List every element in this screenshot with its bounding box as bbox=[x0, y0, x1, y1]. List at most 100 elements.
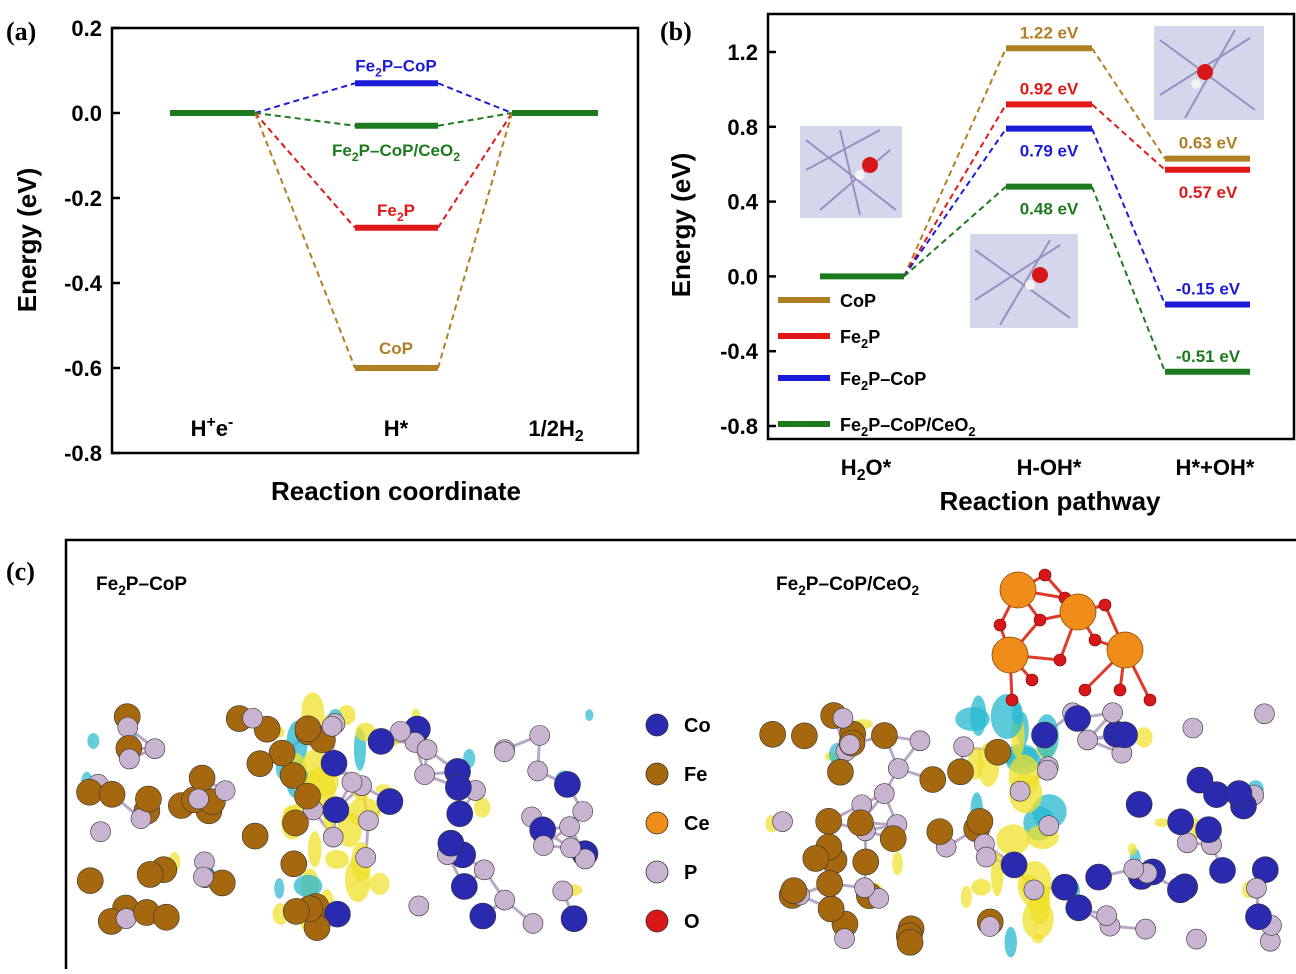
legend-label: Fe2​P bbox=[840, 327, 880, 351]
atom-p bbox=[1010, 781, 1030, 801]
atom-fe bbox=[283, 810, 309, 836]
atom-o bbox=[1026, 674, 1038, 686]
atom-co bbox=[1226, 781, 1252, 807]
panel-a-categories: H+​e-​H*1/2H2​ bbox=[191, 414, 584, 445]
category-label: H-OH* bbox=[1017, 455, 1082, 480]
charge-density-blob bbox=[370, 873, 390, 895]
connector-line bbox=[255, 83, 355, 113]
atom-p bbox=[215, 781, 235, 801]
atom-p bbox=[1039, 816, 1059, 836]
atom-o bbox=[1099, 599, 1111, 611]
atom-co bbox=[438, 830, 464, 856]
atom-p bbox=[523, 913, 543, 933]
legend-atom-label: Ce bbox=[684, 813, 710, 835]
atom-fe bbox=[781, 878, 807, 904]
atom-o bbox=[1006, 694, 1018, 706]
atom-fe bbox=[247, 751, 273, 777]
series-label: Fe2​P–CoP/CeO2​ bbox=[332, 141, 460, 164]
series-label: CoP bbox=[379, 339, 413, 358]
charge-density-blob bbox=[325, 850, 349, 869]
atom-ce bbox=[992, 637, 1028, 673]
atom-co bbox=[321, 750, 347, 776]
atom-o bbox=[1079, 684, 1091, 696]
panel-b-tag: (b) bbox=[660, 17, 692, 46]
atom-fe bbox=[985, 739, 1011, 765]
atom-p bbox=[342, 772, 362, 792]
atom-fe bbox=[880, 826, 906, 852]
atom-o bbox=[994, 619, 1006, 631]
atom-fe bbox=[281, 851, 307, 877]
charge-density-blob bbox=[970, 695, 986, 736]
panel-c-tag: (c) bbox=[6, 557, 35, 586]
atom-fe bbox=[791, 723, 817, 749]
atom-fe bbox=[295, 783, 321, 809]
legend-atom-p bbox=[646, 861, 668, 883]
legend-atom-fe bbox=[646, 763, 668, 785]
atom-p bbox=[980, 917, 1000, 937]
legend-atom-label: O bbox=[684, 911, 700, 933]
charge-density-blob bbox=[892, 852, 903, 876]
atom-co bbox=[1187, 767, 1213, 793]
y-tick-label: -0.8 bbox=[720, 414, 758, 439]
y-tick-label: -0.4 bbox=[64, 271, 103, 296]
atom-p bbox=[835, 929, 855, 949]
structure-fe2p-cop bbox=[77, 692, 598, 940]
charge-density-blob bbox=[971, 879, 991, 896]
atom-p bbox=[409, 896, 429, 916]
data-label: 0.48 eV bbox=[1020, 200, 1079, 219]
legend-atom-o bbox=[646, 910, 668, 932]
panel-b: (b) 1.20.80.40.0-0.4-0.8 1.22 eV0.63 eV0… bbox=[660, 14, 1294, 516]
charge-density-blob bbox=[1128, 843, 1137, 855]
atom-p bbox=[573, 801, 593, 821]
atom-co bbox=[1210, 857, 1236, 883]
snapshot-h2o-structure bbox=[800, 126, 902, 218]
data-label: 0.57 eV bbox=[1179, 183, 1238, 202]
data-label: 0.63 eV bbox=[1179, 134, 1238, 153]
connector-line bbox=[438, 113, 512, 126]
atom-p bbox=[1136, 919, 1156, 939]
connector-line bbox=[438, 113, 512, 228]
atom-p bbox=[358, 811, 378, 831]
legend-label: Fe2​P–CoP/CeO2​ bbox=[840, 415, 976, 439]
panel-b-categories: H2​O* H-OH* H*+OH* bbox=[841, 455, 1255, 484]
atom-co bbox=[1126, 791, 1152, 817]
atom-p bbox=[118, 717, 138, 737]
atom-p bbox=[1177, 833, 1197, 853]
atom-p bbox=[356, 847, 376, 867]
atom-co bbox=[1168, 809, 1194, 835]
panel-c-left-title: Fe2​P–CoP bbox=[96, 574, 187, 598]
atom-fe bbox=[803, 845, 829, 871]
atom-fe bbox=[827, 759, 853, 785]
panel-b-xlabel: Reaction pathway bbox=[939, 486, 1161, 516]
atom-ce bbox=[1107, 632, 1143, 668]
atom-o bbox=[1039, 569, 1051, 581]
category-label: H+​e-​ bbox=[191, 414, 234, 441]
atom-o bbox=[1144, 694, 1156, 706]
connector-line bbox=[255, 113, 355, 228]
atom-ce bbox=[1000, 572, 1036, 608]
atom-fe bbox=[209, 870, 235, 896]
atom-fe bbox=[847, 810, 873, 836]
connector-line bbox=[438, 83, 512, 113]
atom-fe bbox=[295, 716, 321, 742]
atom-p bbox=[533, 836, 553, 856]
category-label: 1/2H2​ bbox=[528, 416, 584, 445]
atom-co bbox=[1245, 904, 1271, 930]
category-label: H*+OH* bbox=[1176, 455, 1255, 480]
atom-co bbox=[1001, 852, 1027, 878]
charge-density-blob bbox=[961, 886, 972, 909]
category-label: H2​O* bbox=[841, 455, 892, 484]
data-label: 0.92 eV bbox=[1020, 79, 1079, 98]
y-tick-label: 1.2 bbox=[727, 40, 758, 65]
atom-p bbox=[1124, 859, 1144, 879]
atom-co bbox=[561, 906, 587, 932]
atom-fe bbox=[818, 896, 844, 922]
panel-a-ylabel: Energy (eV) bbox=[12, 168, 42, 313]
atom-fe bbox=[283, 898, 309, 924]
atom-p bbox=[528, 761, 548, 781]
atom-co bbox=[1167, 877, 1193, 903]
atom-p bbox=[1103, 703, 1123, 723]
atom-p bbox=[560, 817, 580, 837]
